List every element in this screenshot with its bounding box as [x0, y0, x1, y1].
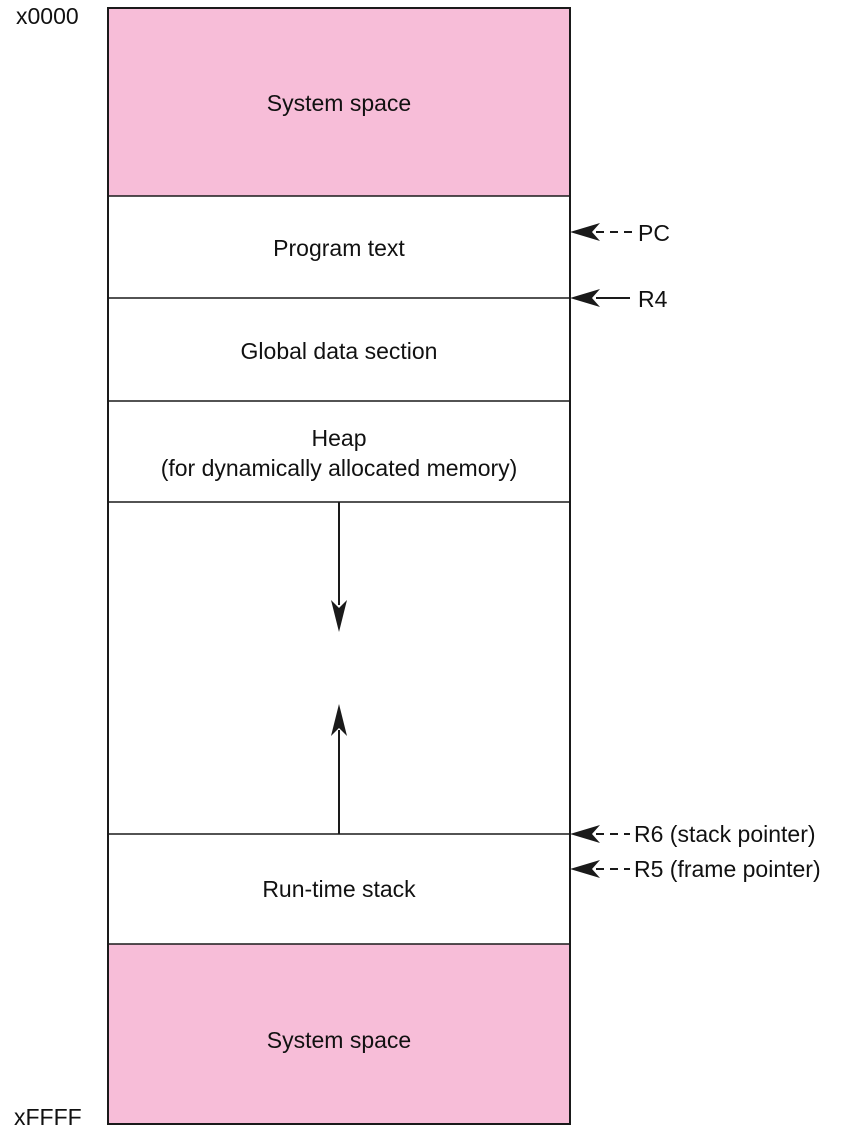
program-text-label: Program text	[273, 235, 405, 261]
address-top-label: x0000	[16, 3, 79, 29]
pc-pointer-label: PC	[638, 220, 670, 246]
pc-pointer-arrow	[570, 223, 632, 241]
r5-pointer-label: R5 (frame pointer)	[634, 856, 821, 882]
r6-pointer-label: R6 (stack pointer)	[634, 821, 816, 847]
system-space-top-label: System space	[266, 90, 412, 116]
system-space-bottom-segment	[108, 944, 570, 1124]
heap-label: Heap (for dynamically allocated memory)	[160, 425, 518, 481]
memory-frame	[107, 7, 571, 1125]
heap-growth-arrow	[331, 502, 347, 632]
stack-growth-arrow	[331, 704, 347, 834]
global-data-section-label: Global data section	[240, 338, 438, 364]
system-space-bottom-label: System space	[266, 1027, 412, 1053]
r5-pointer-arrow	[570, 860, 630, 878]
system-space-top-segment	[108, 8, 570, 196]
r4-pointer-arrow	[570, 289, 630, 307]
r6-pointer-arrow	[570, 825, 630, 843]
address-bottom-label: xFFFF	[14, 1104, 82, 1130]
run-time-stack-label: Run-time stack	[262, 876, 416, 902]
r4-pointer-label: R4	[638, 286, 668, 312]
